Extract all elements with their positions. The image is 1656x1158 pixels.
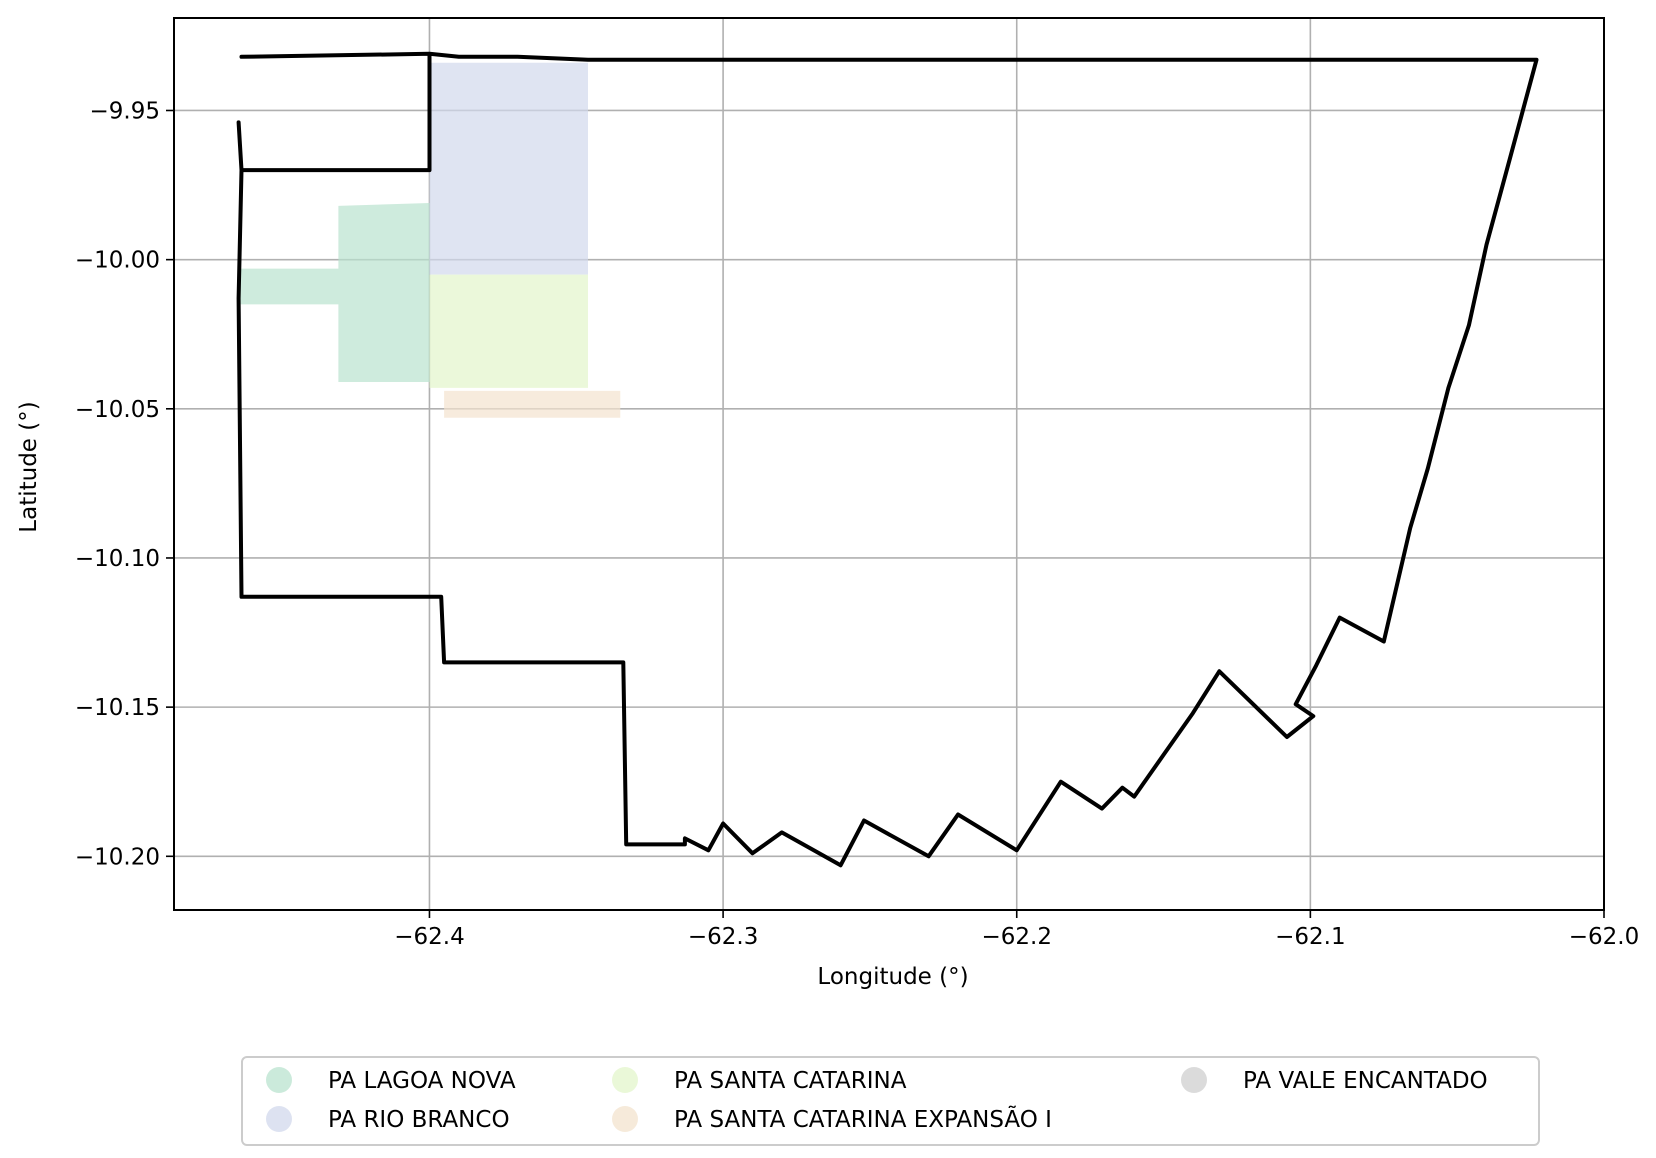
y-axis-label: Latitude (°) xyxy=(16,401,42,532)
boundary-line xyxy=(236,51,1539,868)
legend-label: PA RIO BRANCO xyxy=(328,1107,510,1133)
legend-marker xyxy=(612,1067,638,1093)
y-tick-label: −9.95 xyxy=(90,98,160,124)
y-tick-label: −10.00 xyxy=(75,248,160,274)
x-tick-label: −62.3 xyxy=(688,924,758,950)
settlement-areas xyxy=(238,62,621,418)
legend-marker xyxy=(266,1067,292,1093)
x-tick-label: −62.0 xyxy=(1569,924,1639,950)
y-tick-label: −10.15 xyxy=(75,695,160,721)
x-axis-ticks: −62.4 −62.3 −62.2 −62.1 −62.0 xyxy=(394,910,1639,950)
area-pa-santa-catarina-expans-o-i xyxy=(444,390,621,418)
x-axis-label: Longitude (°) xyxy=(817,964,968,990)
municipality-boundary xyxy=(236,51,1539,868)
y-axis-ticks: −9.95 −10.00 −10.05 −10.10 −10.15 −10.20 xyxy=(75,98,174,870)
y-tick-label: −10.20 xyxy=(75,844,160,870)
legend: PA LAGOA NOVA PA RIO BRANCO PA SANTA CATAR… xyxy=(241,1056,1540,1146)
area-pa-rio-branco xyxy=(429,62,588,275)
y-tick-label: −10.05 xyxy=(75,397,160,423)
legend-label: PA SANTA CATARINA xyxy=(674,1068,907,1094)
boundary-inner-line xyxy=(241,53,432,173)
legend-label: PA SANTA CATARINA EXPANSÃO I xyxy=(674,1105,1052,1133)
area-pa-santa-catarina xyxy=(429,274,588,388)
legend-box xyxy=(241,1056,1540,1146)
legend-marker xyxy=(1181,1067,1207,1093)
legend-label: PA VALE ENCANTADO xyxy=(1243,1068,1488,1094)
legend-marker xyxy=(266,1106,292,1132)
area-pa-lagoa-nova xyxy=(238,203,430,382)
axes-frame xyxy=(173,17,1605,911)
x-tick-label: −62.2 xyxy=(981,924,1051,950)
x-tick-label: −62.4 xyxy=(394,924,464,950)
legend-marker xyxy=(612,1106,638,1132)
x-tick-label: −62.1 xyxy=(1275,924,1345,950)
y-tick-label: −10.10 xyxy=(75,546,160,572)
grid-lines xyxy=(174,18,1605,910)
legend-label: PA LAGOA NOVA xyxy=(328,1068,516,1094)
legend-items: PA LAGOA NOVA PA RIO BRANCO PA SANTA CATAR… xyxy=(266,1067,1488,1133)
